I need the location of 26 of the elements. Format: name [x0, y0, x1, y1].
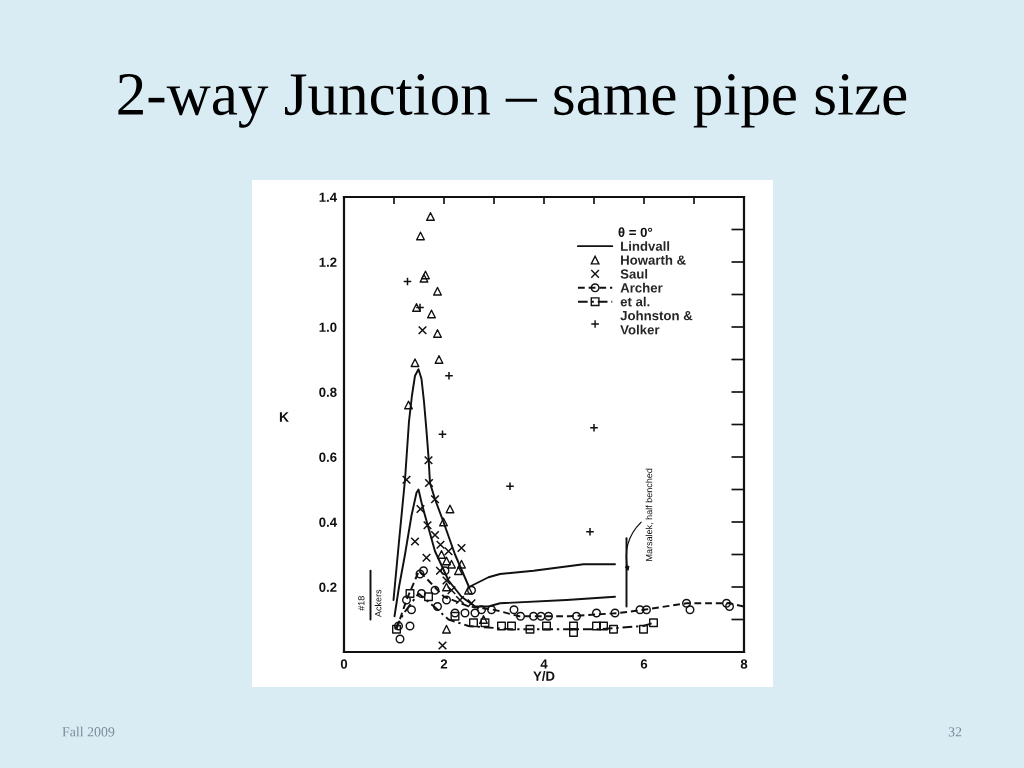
text: Fall 2009	[62, 726, 115, 737]
x-tick-label: 0	[340, 659, 348, 669]
y-tick-label: 1.2	[319, 257, 337, 267]
legend-label: Lindvall	[621, 241, 670, 251]
legend-label: Howarth &	[621, 255, 686, 265]
annotation: Marsalek, half benched	[645, 468, 654, 561]
legend-label: Saul	[620, 268, 648, 279]
y-tick-label: 0.6	[319, 452, 337, 462]
x-tick-label: 6	[640, 659, 648, 669]
y-axis-title: K	[279, 412, 289, 422]
x-tick-label: 4	[540, 659, 548, 669]
annotation: #18 Ackers	[358, 589, 382, 618]
legend-label: Johnston & Volker	[620, 310, 693, 335]
y-tick-label: 1.4	[319, 192, 337, 202]
chart-title: 2-way Junction – same pipe size	[118, 74, 907, 128]
x-axis-title: Y/D	[533, 671, 555, 681]
y-tick-label: 0.8	[319, 387, 337, 397]
legend-title: θ = 0°	[618, 227, 653, 237]
legend-label: et al.	[620, 296, 650, 307]
legend-label: Archer	[620, 282, 663, 293]
y-tick-label: 1.0	[319, 322, 337, 332]
x-tick-label: 8	[740, 659, 748, 669]
x-tick-label: 2	[440, 659, 448, 669]
text: 32	[948, 727, 962, 737]
y-tick-label: 0.2	[319, 582, 337, 592]
y-tick-label: 0.4	[319, 517, 337, 527]
